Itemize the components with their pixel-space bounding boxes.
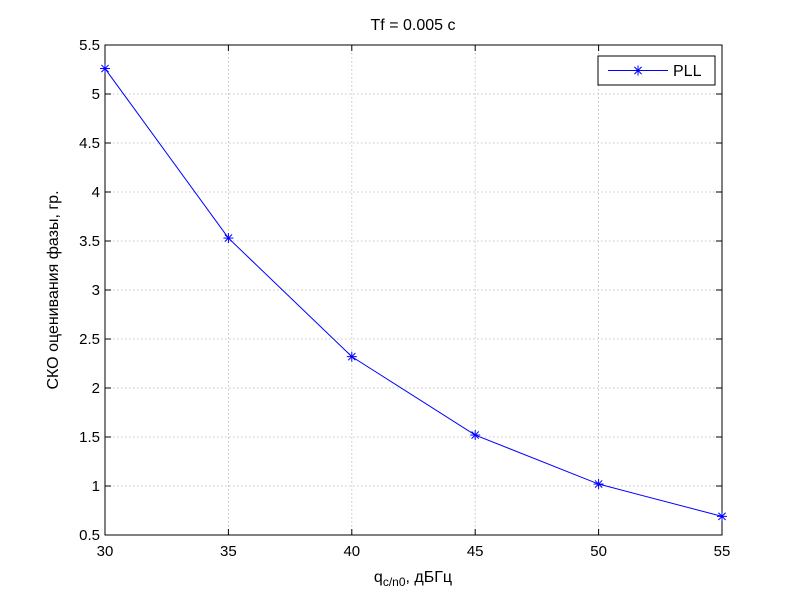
data-point: [223, 233, 234, 244]
y-axis-label: СКО оценивания фазы, гр.: [45, 190, 62, 389]
y-tick-label: 5.5: [79, 37, 100, 54]
x-axis-label-unit: , дБГц: [406, 569, 453, 586]
y-tick-label: 5: [92, 86, 100, 103]
x-tick-label: 30: [97, 543, 114, 560]
series-pll: [100, 63, 727, 522]
chart-title: Tf = 0.005 с: [371, 17, 456, 34]
y-tick-label: 1.5: [79, 429, 100, 446]
y-tick-label: 4.5: [79, 135, 100, 152]
x-axis-label: qc/n0, дБГц: [374, 569, 452, 589]
data-point: [470, 430, 481, 441]
x-tick-label: 50: [590, 543, 607, 560]
y-tick-label: 0.5: [79, 527, 100, 544]
y-tick-label: 2: [92, 380, 100, 397]
y-tick-label: 1: [92, 478, 100, 495]
legend: PLL: [597, 55, 716, 86]
x-axis-label-main: q: [374, 569, 383, 586]
ticks: 30 35 40 45 50 55 0.5 1 1.5 2 2.5 3 3.5 4 4.5 5 5.5: [79, 37, 730, 560]
x-tick-label: 40: [343, 543, 360, 560]
data-point: [100, 63, 110, 74]
y-tick-label: 4: [92, 184, 100, 201]
x-tick-label: 35: [220, 543, 237, 560]
y-tick-label: 2.5: [79, 331, 100, 348]
data-point: [346, 351, 357, 362]
data-point: [717, 511, 727, 522]
x-tick-label: 45: [467, 543, 484, 560]
legend-marker-asterisk: [633, 65, 643, 76]
legend-marker: [633, 65, 643, 76]
legend-label-pll: PLL: [673, 63, 702, 80]
data-point: [593, 479, 604, 490]
y-tick-label: 3: [92, 282, 100, 299]
grid: [105, 45, 722, 535]
x-axis-label-subscript: c/n0: [383, 575, 406, 589]
series-line-pll: [104, 68, 723, 517]
x-tick-label: 55: [714, 543, 731, 560]
y-tick-label: 3.5: [79, 233, 100, 250]
